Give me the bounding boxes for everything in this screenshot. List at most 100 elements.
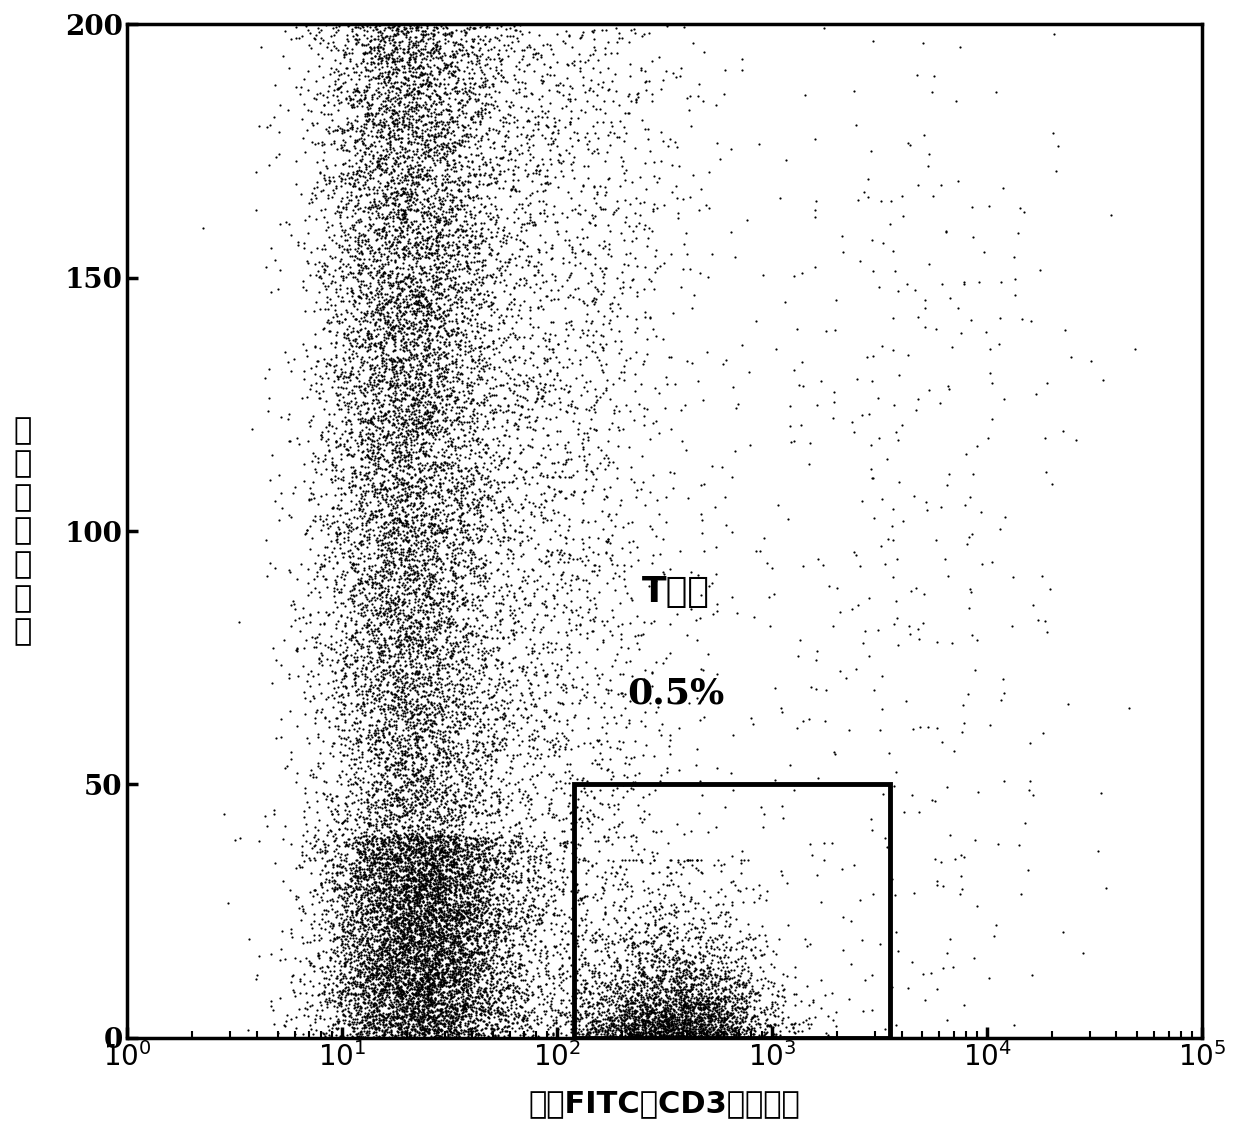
Point bbox=[331, 985, 351, 1003]
Point bbox=[544, 487, 564, 505]
Point bbox=[424, 627, 444, 645]
Point bbox=[424, 851, 444, 869]
Point bbox=[441, 469, 461, 487]
Point bbox=[627, 971, 647, 989]
Point bbox=[362, 482, 382, 500]
Point bbox=[409, 106, 429, 125]
Point bbox=[414, 1000, 434, 1018]
Point bbox=[453, 971, 472, 989]
Point bbox=[376, 1009, 396, 1027]
Point bbox=[660, 1022, 680, 1040]
Point bbox=[418, 781, 438, 799]
Point bbox=[673, 1013, 693, 1031]
Point bbox=[458, 904, 477, 923]
Point bbox=[409, 1002, 429, 1020]
Point bbox=[620, 349, 640, 367]
Point bbox=[412, 971, 432, 989]
Point bbox=[455, 147, 475, 165]
Point bbox=[432, 585, 451, 603]
Point bbox=[415, 895, 435, 914]
Point bbox=[485, 370, 505, 388]
Point bbox=[387, 861, 407, 880]
Point bbox=[534, 181, 554, 199]
Point bbox=[405, 788, 425, 806]
Point bbox=[474, 869, 494, 887]
Point bbox=[396, 186, 415, 204]
Point bbox=[539, 557, 559, 575]
Point bbox=[425, 839, 445, 857]
Point bbox=[387, 866, 407, 884]
Point bbox=[370, 132, 389, 151]
Point bbox=[355, 1007, 374, 1026]
Point bbox=[399, 348, 419, 366]
Point bbox=[326, 902, 346, 920]
Point bbox=[527, 164, 547, 182]
Point bbox=[682, 1028, 702, 1046]
Point bbox=[485, 923, 505, 941]
Point bbox=[398, 198, 418, 216]
Point bbox=[393, 981, 413, 1000]
Point bbox=[312, 849, 332, 867]
Point bbox=[515, 215, 534, 233]
Point bbox=[340, 921, 360, 940]
Point bbox=[413, 231, 433, 249]
Point bbox=[660, 1007, 680, 1026]
Point bbox=[357, 595, 377, 614]
Point bbox=[392, 807, 412, 825]
Point bbox=[568, 854, 588, 872]
Point bbox=[389, 452, 409, 470]
Point bbox=[583, 623, 603, 641]
Point bbox=[405, 1026, 425, 1044]
Point bbox=[471, 747, 491, 765]
Point bbox=[614, 827, 634, 846]
Point bbox=[383, 173, 403, 191]
Point bbox=[405, 556, 425, 574]
Point bbox=[469, 944, 489, 962]
Point bbox=[424, 92, 444, 110]
Point bbox=[630, 995, 650, 1013]
Point bbox=[382, 796, 402, 814]
Point bbox=[475, 417, 495, 435]
Point bbox=[405, 402, 425, 420]
Point bbox=[450, 346, 470, 365]
Point bbox=[358, 239, 378, 257]
Point bbox=[417, 54, 436, 72]
Point bbox=[472, 944, 492, 962]
Point bbox=[486, 889, 506, 907]
Point bbox=[413, 386, 433, 404]
Point bbox=[417, 891, 436, 909]
Point bbox=[358, 328, 378, 346]
Point bbox=[408, 414, 428, 432]
Point bbox=[487, 988, 507, 1006]
Point bbox=[387, 473, 407, 491]
Point bbox=[422, 398, 441, 417]
Point bbox=[401, 97, 420, 115]
Point bbox=[474, 928, 494, 946]
Point bbox=[401, 431, 420, 449]
Point bbox=[288, 889, 308, 907]
Point bbox=[387, 1010, 407, 1028]
Point bbox=[434, 531, 454, 549]
Point bbox=[481, 701, 501, 719]
Point bbox=[329, 1012, 348, 1030]
Point bbox=[471, 955, 491, 974]
Point bbox=[378, 907, 398, 925]
Point bbox=[645, 247, 665, 265]
Point bbox=[445, 900, 465, 918]
Point bbox=[410, 601, 430, 619]
Point bbox=[433, 555, 453, 573]
Point bbox=[463, 945, 482, 963]
Point bbox=[451, 506, 471, 524]
Point bbox=[451, 92, 471, 110]
Point bbox=[398, 957, 418, 975]
Point bbox=[589, 75, 609, 93]
Point bbox=[334, 643, 353, 661]
Point bbox=[438, 447, 458, 465]
Point bbox=[374, 256, 394, 274]
Point bbox=[556, 837, 575, 855]
Point bbox=[321, 59, 341, 77]
Point bbox=[425, 850, 445, 868]
Point bbox=[686, 1017, 706, 1035]
Point bbox=[391, 987, 410, 1005]
Point bbox=[598, 937, 618, 955]
